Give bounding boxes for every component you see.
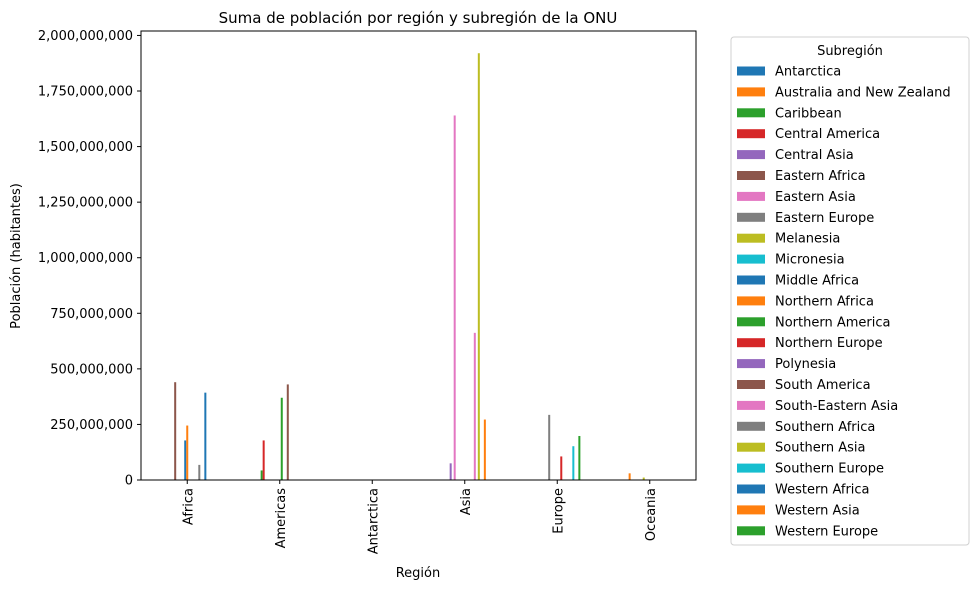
legend-swatch <box>737 296 765 306</box>
legend-label: Eastern Europe <box>775 211 874 226</box>
legend-label: South America <box>775 378 871 393</box>
x-tick-label: Africa <box>181 488 196 525</box>
legend-label: Antarctica <box>775 65 841 80</box>
x-axis-label: Región <box>396 566 441 581</box>
bar <box>560 456 563 480</box>
bar <box>260 470 263 480</box>
bar <box>453 115 456 480</box>
legend-swatch <box>737 380 765 389</box>
y-tick-label: 1,750,000,000 <box>38 85 133 100</box>
legend-swatch <box>737 66 765 76</box>
legend-swatch <box>737 150 765 160</box>
x-tick-label: Asia <box>459 488 474 515</box>
legend-swatch <box>737 233 765 243</box>
legend-swatch <box>737 359 765 369</box>
y-tick-label: 1,000,000,000 <box>38 251 133 266</box>
bar <box>642 477 645 480</box>
legend-label: Polynesia <box>775 357 836 372</box>
legend-label: Southern Asia <box>775 441 866 456</box>
legend-swatch <box>737 421 765 431</box>
bar <box>572 446 575 480</box>
bar <box>449 463 452 480</box>
chart-title: Suma de población por región y subregión… <box>219 9 618 27</box>
legend-label: Caribbean <box>775 106 842 121</box>
legend-label: Western Asia <box>775 503 860 518</box>
bar <box>477 53 480 480</box>
legend-label: Middle Africa <box>775 274 859 289</box>
bar <box>186 425 189 480</box>
x-tick-label: Antarctica <box>366 488 381 554</box>
legend-label: Central America <box>775 127 880 142</box>
legend-label: South-Eastern Asia <box>775 399 898 414</box>
bar <box>286 384 289 480</box>
bar <box>204 392 207 480</box>
bar <box>174 382 177 480</box>
x-axis-ticks: Africa Americas Antarctica Asia Europe Oceani… <box>181 480 659 554</box>
legend-swatch <box>737 108 765 118</box>
legend-label: Eastern Asia <box>775 190 856 205</box>
legend-title: Subregión <box>817 44 883 59</box>
bar <box>628 473 631 480</box>
legend-swatch <box>737 129 765 139</box>
bar <box>578 435 581 480</box>
legend-swatch <box>737 191 765 201</box>
legend-label: Western Africa <box>775 483 870 498</box>
legend-items: Antarctica Australia and New Zealand Carib… <box>737 65 951 539</box>
bar <box>473 332 476 480</box>
legend-swatch <box>737 442 765 452</box>
legend-swatch <box>737 171 765 180</box>
legend-swatch <box>737 463 765 473</box>
legend-swatch <box>737 505 765 515</box>
bar <box>548 414 551 480</box>
legend-swatch <box>737 317 765 327</box>
legend-label: Central Asia <box>775 148 854 163</box>
y-axis-label: Población (habitantes) <box>9 183 24 329</box>
legend-label: Australia and New Zealand <box>775 85 951 100</box>
y-tick-label: 2,000,000,000 <box>38 29 133 44</box>
legend-label: Northern Europe <box>775 336 883 351</box>
bar <box>280 397 283 480</box>
legend-label: Western Europe <box>775 524 878 539</box>
legend-label: Melanesia <box>775 232 840 247</box>
y-tick-label: 750,000,000 <box>50 307 133 322</box>
y-tick-label: 1,500,000,000 <box>38 140 133 155</box>
bar <box>184 440 187 480</box>
legend-swatch <box>737 400 765 410</box>
x-tick-label: Europe <box>551 488 566 534</box>
bars-layer <box>174 53 657 480</box>
plot-frame <box>140 30 697 481</box>
legend-label: Micronesia <box>775 253 845 268</box>
legend-label: Eastern Africa <box>775 169 866 184</box>
bar <box>483 419 486 480</box>
y-tick-label: 250,000,000 <box>50 418 133 433</box>
y-tick-label: 1,250,000,000 <box>38 196 133 211</box>
x-tick-label: Oceania <box>644 488 659 541</box>
legend-swatch <box>737 87 765 97</box>
legend-label: Southern Europe <box>775 462 884 477</box>
legend-swatch <box>737 212 765 222</box>
legend-box <box>730 36 970 546</box>
y-axis-ticks: 0 250,000,000 500,000,000 750,000,000 1,000,… <box>38 29 141 489</box>
legend-swatch <box>737 338 765 348</box>
legend-swatch <box>737 484 765 494</box>
legend-label: Northern Africa <box>775 294 874 309</box>
y-tick-label: 500,000,000 <box>50 362 133 377</box>
bar <box>262 440 265 480</box>
legend-swatch <box>737 275 765 285</box>
y-tick-label: 0 <box>125 474 133 489</box>
legend-label: Southern Africa <box>775 420 875 435</box>
legend-label: Northern America <box>775 315 890 330</box>
bar <box>198 464 201 480</box>
legend-swatch <box>737 254 765 264</box>
legend-swatch <box>737 526 765 536</box>
x-tick-label: Americas <box>274 488 289 549</box>
legend: Subregión Antarctica Australia and New Ze… <box>730 36 970 546</box>
